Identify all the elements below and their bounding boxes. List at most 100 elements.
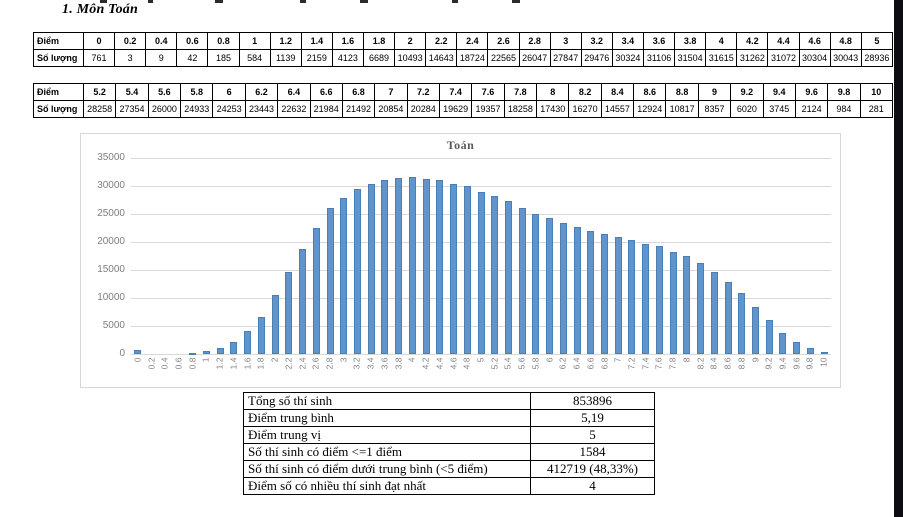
x-axis-tick-label: 10 [818, 357, 829, 367]
count-cell: 984 [827, 100, 861, 118]
x-axis-tick-label: 6.4 [571, 357, 582, 370]
count-cell: 17430 [536, 100, 570, 118]
score-cell: 6 [212, 83, 246, 101]
score-cell: 6.4 [277, 83, 311, 101]
score-cell: 1.4 [300, 32, 333, 50]
score-table-high: Điểm 5.2 5.4 5.6 5.8 6 6.2 6.4 6.6 6.8 7 7.2 7.4 7.6… [33, 83, 894, 118]
x-axis-tick-label: 0 [132, 357, 143, 363]
summary-value: 853896 [530, 392, 655, 410]
bar [504, 200, 512, 354]
bar [710, 272, 718, 354]
summary-label: Điểm trung bình [243, 409, 531, 427]
bar [793, 342, 801, 354]
count-cell: 26000 [147, 100, 182, 118]
bar [477, 191, 485, 354]
x-axis-tick-label: 7.8 [667, 357, 678, 370]
bar [202, 350, 210, 354]
x-axis-tick-label: 5.2 [489, 357, 500, 370]
bar [216, 347, 224, 354]
score-cell: 4.8 [829, 32, 862, 50]
score-cell: 9.6 [794, 83, 829, 101]
y-axis-tick-label: 30000 [97, 180, 125, 191]
score-cell: 7.4 [438, 83, 473, 101]
x-axis-tick-label: 9 [750, 357, 760, 363]
x-axis-tick-label: 0.4 [159, 357, 170, 370]
x-axis-tick-label: 2.4 [297, 357, 308, 370]
summary-row: Số thí sinh có điểm <=1 điểm 1584 [243, 443, 655, 461]
count-cell: 31504 [674, 49, 707, 67]
x-axis-tick-label: 2 [269, 357, 280, 363]
summary-value: 4 [530, 477, 655, 495]
count-cell: 19357 [471, 100, 505, 118]
summary-row: Điểm trung bình 5,19 [243, 409, 655, 427]
x-axis-tick-label: 8.2 [695, 357, 706, 370]
score-cell: 5.2 [82, 83, 117, 101]
y-axis-tick-label: 35000 [97, 152, 125, 163]
chart-title: Toán [446, 138, 475, 152]
clipped-glyph [100, 0, 107, 3]
count-cell: 23443 [244, 100, 279, 118]
score-cell: 7.6 [471, 83, 505, 101]
bar [189, 352, 197, 355]
x-axis-tick-label: 4.2 [420, 357, 431, 370]
score-cell: 9 [697, 83, 732, 101]
bar [326, 208, 334, 354]
bar [724, 281, 732, 354]
bar [669, 251, 677, 354]
summary-table: Tổng số thí sinh 853896 Điểm trung bình 5,1… [243, 392, 655, 495]
count-cell: 9 [145, 49, 178, 67]
clipped-glyph [300, 0, 306, 3]
window-edge [894, 0, 903, 517]
bar [134, 349, 142, 354]
score-cell: 1 [238, 32, 271, 50]
count-cell: 31106 [642, 49, 676, 67]
count-cell: 20854 [374, 100, 408, 118]
x-axis-tick-label: 3.2 [351, 357, 362, 370]
summary-label: Tổng số thí sinh [243, 392, 531, 410]
count-cell: 30324 [611, 49, 644, 67]
x-axis-tick-label: 9.6 [791, 357, 802, 370]
bar [408, 176, 416, 354]
x-axis-tick-label: 1.2 [214, 357, 225, 370]
score-cell: 3.8 [674, 32, 707, 50]
score-cell: 2 [394, 32, 427, 50]
x-axis-tick-label: 3.6 [379, 357, 390, 370]
count-cell: 21492 [341, 100, 376, 118]
count-cell: 24933 [180, 100, 214, 118]
bar [601, 233, 609, 354]
score-cell: 3.4 [611, 32, 644, 50]
bar [752, 307, 759, 354]
score-cell: 0.4 [145, 32, 178, 50]
count-cell: 3 [114, 49, 147, 67]
score-cell: 5 [860, 32, 894, 50]
count-cell: 12924 [633, 100, 667, 118]
x-axis-tick-label: 0.2 [146, 357, 157, 370]
score-cell: 8.6 [633, 83, 667, 101]
x-axis-tick-label: 2.2 [283, 357, 294, 370]
x-axis-tick-label: 2.8 [324, 357, 335, 370]
bar [820, 352, 828, 355]
count-cell: 18258 [503, 100, 538, 118]
x-axis-tick-label: 4.6 [448, 357, 459, 370]
x-axis-tick-label: 4.4 [434, 357, 445, 370]
x-axis-tick-label: 3.4 [365, 357, 376, 370]
score-cell: 4.4 [767, 32, 800, 50]
bar [642, 244, 650, 354]
score-header-row: Điểm 0 0.2 0.4 0.6 0.8 1 1.2 1.4 1.6 1.8 2 2.2 2.4 2.… [33, 32, 894, 50]
score-cell: 2.2 [425, 32, 458, 50]
count-cell: 31262 [736, 49, 769, 67]
x-axis-tick-label: 0.6 [173, 357, 184, 370]
count-cell: 10817 [665, 100, 699, 118]
clipped-glyph [360, 0, 368, 3]
x-axis-tick-label: 2.6 [310, 357, 321, 370]
chart-gridline [131, 158, 831, 159]
score-distribution-chart: Toán 35000 30000 25000 20000 15000 10000 5000 0… [80, 133, 841, 388]
bar [806, 348, 814, 354]
count-cell: 281 [859, 100, 894, 118]
score-row-label: Điểm [33, 83, 84, 101]
bar [738, 293, 746, 354]
count-cell: 24253 [212, 100, 246, 118]
score-cell: 4.2 [736, 32, 769, 50]
score-cell: 7.8 [503, 83, 538, 101]
summary-label: Số thí sinh có điểm <=1 điểm [243, 443, 531, 461]
